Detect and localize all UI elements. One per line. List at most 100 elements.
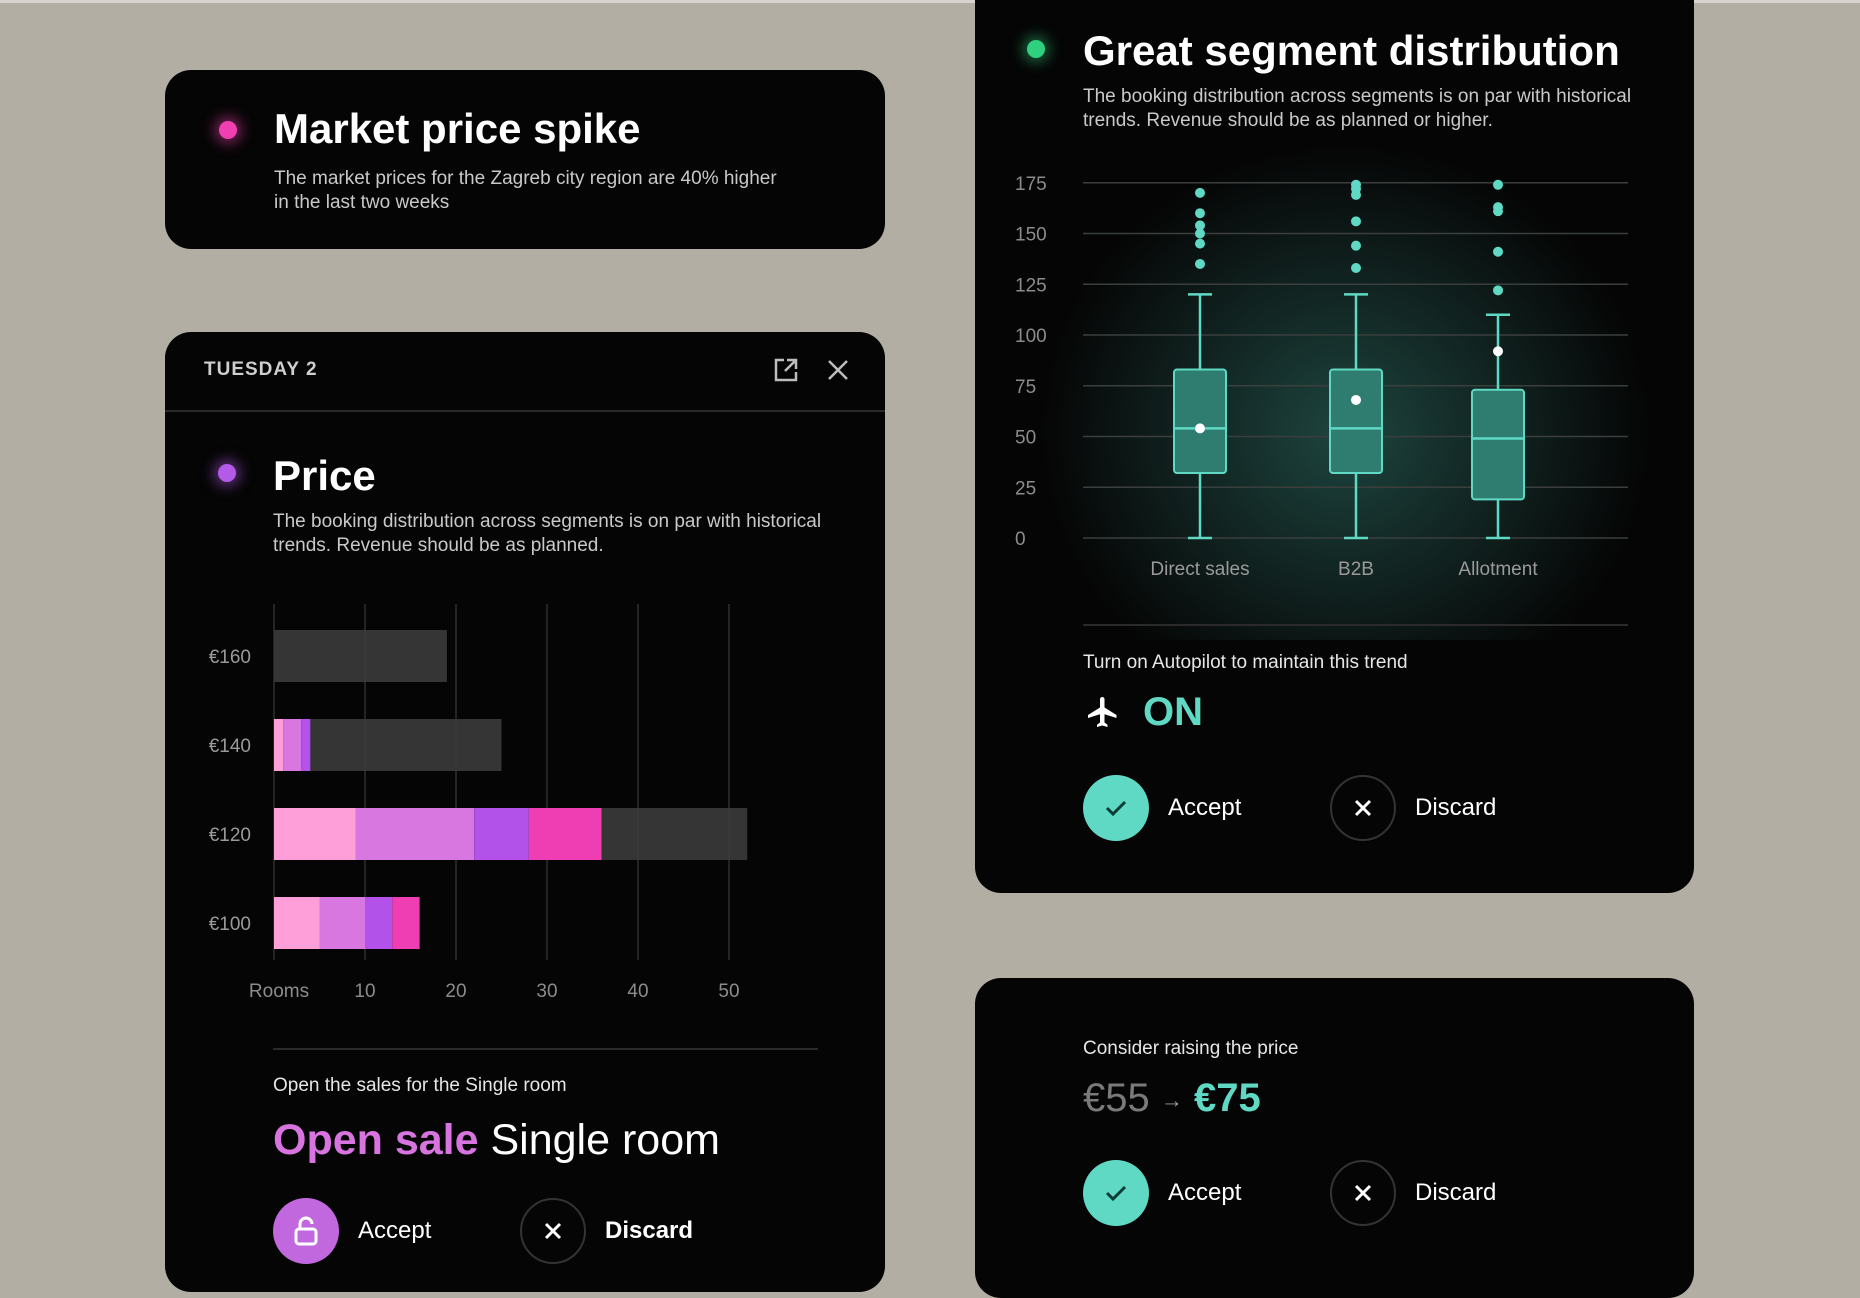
discard-label: Discard — [1415, 794, 1497, 821]
bar-segment — [319, 897, 365, 949]
discard-label: Discard — [605, 1217, 694, 1244]
bar-segment — [365, 897, 393, 949]
arrow-right-icon: → — [1160, 1087, 1183, 1113]
outlier-point — [1351, 263, 1361, 274]
raise-caption: Consider raising the price — [1083, 1038, 1299, 1059]
outlier-point — [1195, 187, 1205, 198]
y-tick-label: 25 — [1015, 478, 1036, 499]
mean-point — [1493, 346, 1503, 357]
card-header-date: TUESDAY 2 — [204, 359, 318, 380]
bar-segment — [274, 719, 284, 771]
y-tick-label: 0 — [1015, 529, 1026, 550]
discard-button[interactable]: Discard — [1330, 1160, 1530, 1226]
card-description: The booking distribution across segments… — [1083, 86, 1632, 131]
check-icon — [1083, 1160, 1149, 1226]
status-dot-green — [1027, 40, 1045, 58]
card-description: The booking distribution across segments… — [273, 511, 822, 556]
x-tick-label: 30 — [536, 981, 557, 1002]
bar-segment — [274, 808, 356, 860]
market-price-spike-card: Market price spike The market prices for… — [165, 70, 885, 249]
price-change: €55 → €75 — [1083, 1076, 1261, 1121]
action-target: Single room — [490, 1116, 720, 1164]
y-tick-label: 150 — [1015, 225, 1047, 246]
close-icon[interactable] — [827, 359, 849, 381]
segment-box-plot: 0 25 50 75 100 125 150 175 Direct sales B2B Allotm… — [1015, 174, 1628, 580]
outlier-point — [1493, 206, 1503, 217]
bar-segment — [392, 897, 420, 949]
bar-segment — [274, 630, 447, 682]
autopilot-state[interactable]: ON — [1143, 690, 1203, 734]
action-divider — [273, 1048, 818, 1050]
y-tick-label: 50 — [1015, 428, 1036, 449]
card-title: Market price spike — [274, 105, 641, 152]
close-icon — [520, 1198, 586, 1264]
discard-button[interactable]: Discard — [1330, 775, 1530, 841]
mean-point — [1351, 394, 1361, 405]
accept-label: Accept — [358, 1217, 432, 1244]
bar-segment — [310, 719, 502, 771]
price-bar-chart: 10 20 30 40 50 Rooms €160 €140 €120 €100 — [209, 604, 748, 1002]
bar-segment — [601, 808, 748, 860]
bar-segment — [528, 808, 602, 860]
action-divider — [1083, 624, 1628, 626]
x-tick-label: 20 — [445, 981, 466, 1002]
status-dot-pink — [219, 121, 237, 139]
outlier-point — [1493, 285, 1503, 296]
card-title: Great segment distribution — [1083, 27, 1620, 74]
discard-label: Discard — [1415, 1179, 1497, 1206]
top-edge — [0, 0, 1860, 3]
open-external-icon[interactable] — [773, 357, 799, 383]
close-icon — [1330, 1160, 1396, 1226]
airplane-icon — [1085, 694, 1121, 735]
outlier-point — [1195, 238, 1205, 249]
check-icon — [1083, 775, 1149, 841]
bar-segment — [283, 719, 302, 771]
x-tick-label: B2B — [1338, 559, 1374, 580]
x-tick-label: Direct sales — [1150, 559, 1249, 580]
box — [1173, 368, 1227, 475]
close-icon — [1330, 775, 1396, 841]
bar-segment — [355, 808, 475, 860]
autopilot-caption: Turn on Autopilot to maintain this trend — [1083, 652, 1408, 673]
y-tick-label: €100 — [209, 914, 251, 935]
action-headline: Open sale Single room — [273, 1116, 720, 1165]
bar-segment — [301, 719, 311, 771]
y-tick-label: €160 — [209, 647, 251, 668]
new-price: €75 — [1194, 1076, 1261, 1120]
y-tick-label: 100 — [1015, 326, 1047, 347]
accept-button[interactable]: Accept — [273, 1198, 473, 1264]
outlier-point — [1351, 216, 1361, 227]
x-axis-label: Rooms — [249, 981, 309, 1002]
header-divider — [165, 410, 885, 412]
accept-label: Accept — [1168, 1179, 1242, 1206]
discard-button[interactable]: Discard — [520, 1198, 720, 1264]
outlier-point — [1351, 189, 1361, 200]
y-tick-label: 125 — [1015, 275, 1047, 296]
outlier-point — [1195, 228, 1205, 239]
y-tick-label: 75 — [1015, 377, 1036, 398]
card-description: The market prices for the Zagreb city re… — [274, 168, 777, 213]
price-card: TUESDAY 2 Price The booking distribution… — [165, 332, 885, 1292]
x-tick-label: 40 — [627, 981, 648, 1002]
box — [1471, 388, 1525, 501]
accept-button[interactable]: Accept — [1083, 1160, 1283, 1226]
outlier-point — [1493, 179, 1503, 190]
box — [1329, 368, 1383, 475]
x-tick-label: 50 — [718, 981, 739, 1002]
outlier-point — [1195, 220, 1205, 231]
mean-point — [1195, 423, 1205, 434]
outlier-point — [1351, 240, 1361, 251]
status-dot-purple — [218, 464, 236, 482]
raise-price-card: Consider raising the price €55 → €75 Acc… — [975, 978, 1694, 1298]
y-tick-label: €120 — [209, 825, 251, 846]
action-caption: Open the sales for the Single room — [273, 1075, 567, 1096]
accept-button[interactable]: Accept — [1083, 775, 1283, 841]
outlier-point — [1493, 246, 1503, 257]
accept-label: Accept — [1168, 794, 1242, 821]
card-title: Price — [273, 452, 376, 499]
segment-distribution-card: Great segment distribution The booking d… — [975, 0, 1694, 893]
bar-segment — [474, 808, 529, 860]
old-price: €55 — [1083, 1076, 1150, 1120]
bar-segment — [274, 897, 320, 949]
unlock-icon — [273, 1198, 339, 1264]
